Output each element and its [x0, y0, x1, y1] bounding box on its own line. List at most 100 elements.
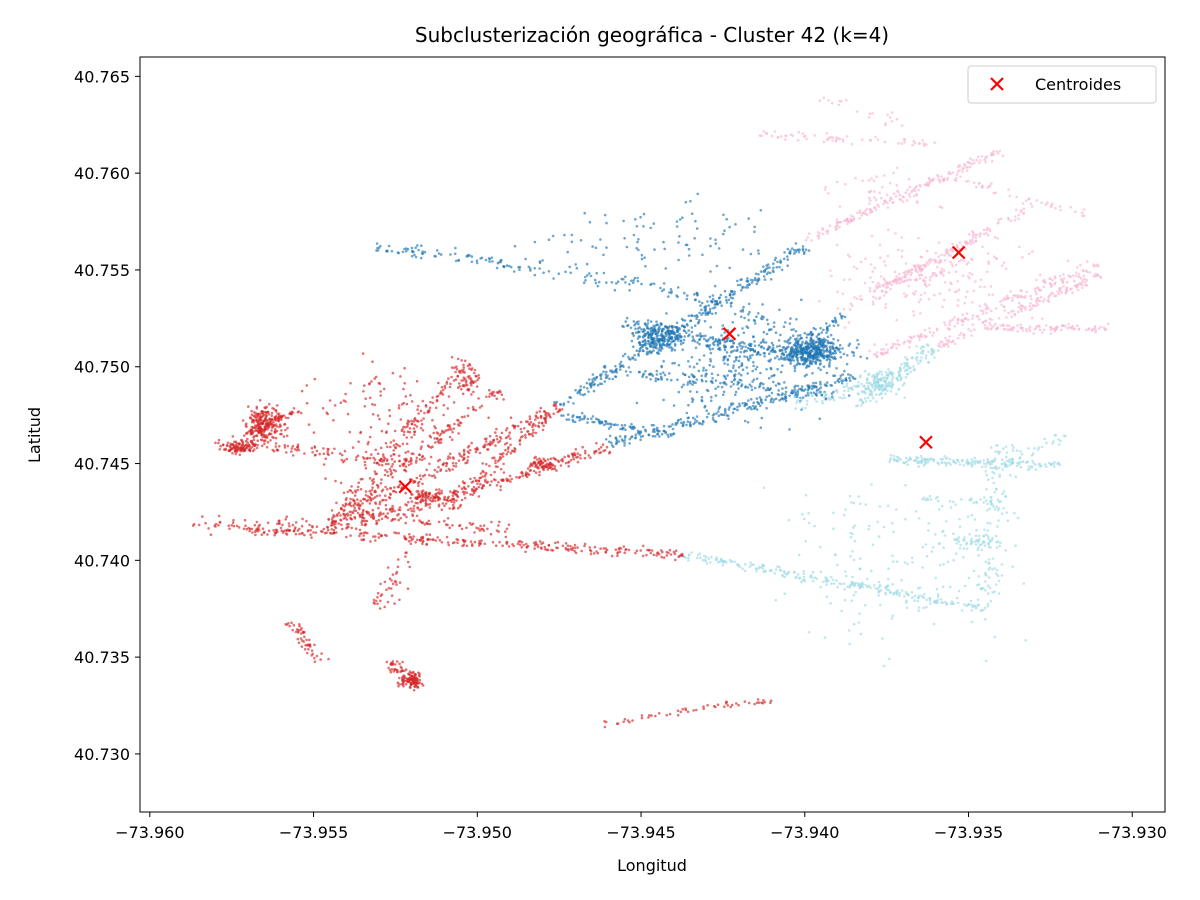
scatter-point	[412, 688, 416, 692]
scatter-point	[393, 663, 397, 666]
scatter-point	[305, 638, 308, 642]
scatter-point	[275, 429, 279, 433]
scatter-point	[796, 334, 800, 337]
scatter-point	[959, 164, 962, 168]
scatter-point	[990, 160, 994, 163]
scatter-point	[695, 415, 699, 418]
scatter-point	[369, 426, 373, 429]
scatter-point	[351, 491, 354, 495]
scatter-point	[391, 660, 395, 663]
scatter-point	[997, 221, 1000, 224]
scatter-point	[796, 389, 799, 393]
scatter-point	[434, 499, 437, 503]
scatter-point	[486, 443, 489, 446]
scatter-point	[750, 388, 754, 392]
scatter-point	[325, 411, 329, 415]
scatter-point	[501, 544, 504, 547]
scatter-point	[579, 457, 582, 460]
scatter-point	[413, 416, 417, 420]
scatter-point	[714, 394, 718, 397]
scatter-point	[454, 370, 457, 374]
scatter-point	[576, 546, 579, 549]
scatter-point	[281, 531, 285, 534]
scatter-point	[524, 433, 527, 437]
scatter-point	[688, 421, 692, 424]
scatter-point	[484, 471, 488, 475]
scatter-point	[416, 538, 419, 542]
scatter-point	[706, 389, 710, 393]
scatter-point	[659, 286, 662, 290]
scatter-point	[627, 366, 631, 369]
scatter-point	[276, 412, 279, 416]
scatter-point	[488, 434, 492, 438]
scatter-point	[639, 438, 642, 442]
scatter-point	[578, 419, 581, 422]
scatter-point	[614, 364, 617, 368]
scatter-point	[1007, 296, 1010, 300]
scatter-point	[643, 322, 647, 326]
scatter-point	[414, 684, 418, 687]
scatter-point	[298, 623, 301, 626]
scatter-point	[419, 447, 423, 451]
scatter-point	[262, 430, 266, 434]
scatter-point	[983, 327, 987, 330]
scatter-point	[1072, 274, 1075, 277]
scatter-point	[668, 372, 671, 375]
scatter-point	[532, 469, 536, 473]
scatter-point	[690, 356, 694, 359]
scatter-point	[419, 538, 422, 542]
scatter-point	[310, 446, 314, 450]
scatter-point	[457, 258, 460, 262]
scatter-point	[339, 518, 342, 522]
scatter-point	[722, 232, 725, 236]
scatter-point	[391, 582, 395, 585]
scatter-point	[589, 274, 593, 278]
scatter-point	[628, 289, 631, 292]
scatter-point	[679, 418, 683, 421]
scatter-point	[573, 453, 576, 457]
scatter-point	[542, 424, 545, 428]
scatter-point	[478, 406, 482, 409]
scatter-point	[240, 447, 244, 451]
scatter-point	[876, 203, 879, 207]
scatter-point	[846, 354, 849, 357]
scatter-point	[237, 526, 241, 529]
scatter-point	[662, 240, 665, 244]
scatter-point	[544, 459, 547, 463]
scatter-point	[526, 430, 530, 433]
scatter-point	[567, 464, 570, 468]
scatter-point	[489, 473, 493, 477]
scatter-point	[919, 334, 922, 338]
scatter-point	[864, 209, 867, 212]
scatter-point	[978, 235, 982, 238]
scatter-point	[275, 528, 279, 532]
scatter-point	[738, 404, 742, 408]
scatter-point	[247, 448, 251, 452]
scatter-point	[290, 412, 293, 415]
scatter-point	[626, 374, 629, 377]
scatter-point	[664, 267, 668, 270]
scatter-point	[421, 399, 425, 403]
scatter-point	[458, 452, 461, 455]
scatter-point	[354, 501, 357, 505]
scatter-point	[968, 165, 972, 169]
scatter-point	[652, 428, 655, 431]
scatter-point	[636, 429, 640, 433]
scatter-point	[646, 324, 649, 328]
scatter-point	[647, 340, 650, 343]
scatter-point	[421, 454, 425, 458]
scatter-point	[732, 364, 735, 367]
scatter-point	[723, 381, 727, 384]
scatter-point	[575, 266, 579, 270]
scatter-point	[777, 339, 781, 342]
scatter-point	[330, 451, 334, 455]
scatter-point	[409, 536, 413, 539]
scatter-point	[455, 493, 458, 496]
scatter-point	[452, 401, 456, 404]
scatter-point	[451, 541, 455, 545]
scatter-point	[375, 519, 378, 523]
scatter-point	[801, 249, 805, 252]
scatter-point	[378, 500, 382, 504]
scatter-point	[695, 334, 699, 337]
